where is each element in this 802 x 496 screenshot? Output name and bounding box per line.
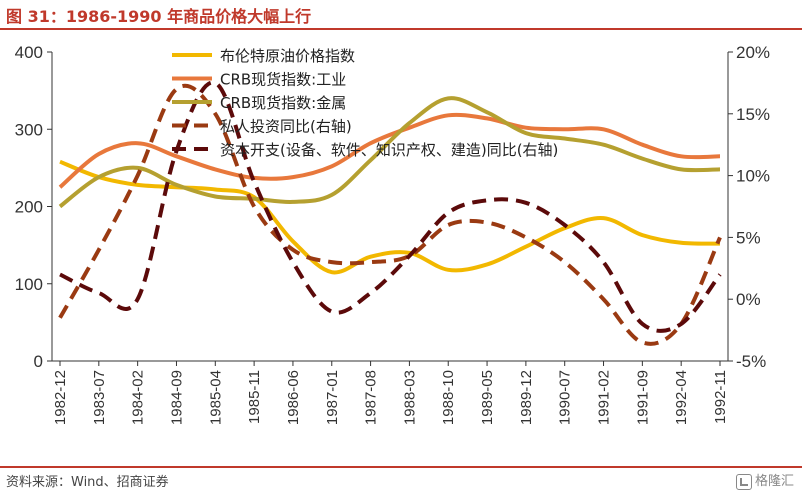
x-tick-label: 1985-11 [246,370,263,424]
legend-label: 私人投资同比(右轴) [220,118,352,136]
chart-series [58,80,722,346]
source-note: 资料来源：Wind、招商证券 [6,475,169,490]
figure-title: 图 31：1986-1990 年商品价格大幅上行 [6,7,312,26]
legend-label: 资本开支(设备、软件、知识产权、建造)同比(右轴) [220,141,558,159]
x-tick-label: 1986-06 [285,370,302,425]
left-tick-label: 300 [15,120,43,139]
crb-industrial-line [58,112,721,189]
watermark-text: 格隆汇 [754,474,794,489]
right-tick-label: -5% [736,352,766,371]
x-tick-label: 1987-01 [324,370,341,425]
right-tick-label: 15% [736,105,770,124]
legend-label: CRB现货指数:金属 [220,94,346,112]
watermark: 格隆汇 [735,470,794,490]
x-tick-label: 1984-09 [168,370,185,425]
right-tick-label: 10% [736,167,770,186]
watermark-logo-icon [735,473,752,490]
top-rule [0,28,802,30]
chart-axes: 0 100 200 300 400 -5% 0% 5% 10% 15% 20% 1982-12 1983… [15,43,770,425]
left-tick-label: 100 [15,275,43,294]
x-tick-label: 1992-04 [673,370,690,425]
x-tick-label: 1989-12 [518,370,535,425]
x-tick-label: 1984-02 [130,370,147,425]
private-invest-yoy-line [58,83,722,346]
x-tick-label: 1990-07 [557,370,574,425]
legend-label: 布伦特原油价格指数 [220,47,355,65]
figure-header: 图 31：1986-1990 年商品价格大幅上行 [0,0,802,28]
crb-metal-line [58,96,721,209]
bottom-rule [0,466,802,468]
x-tick-label: 1989-05 [479,370,496,425]
legend-label: CRB现货指数:工业 [220,71,346,89]
left-tick-label: 200 [15,198,43,217]
x-tick-label: 1988-03 [401,370,418,425]
right-tick-label: 0% [736,290,761,309]
x-tick-label: 1991-09 [634,370,651,425]
x-tick-label: 1988-10 [440,370,457,425]
x-tick-label: 1982-12 [52,370,69,425]
x-tick-label: 1991-02 [596,370,613,425]
x-tick-label: 1992-11 [712,370,729,424]
x-tick-label: 1985-04 [207,370,224,425]
left-tick-label: 400 [15,43,43,62]
right-tick-label: 20% [736,43,770,62]
x-tick-label: 1983-07 [91,370,108,425]
x-tick-label: 1987-08 [363,370,380,425]
left-tick-label: 0 [34,352,43,371]
right-tick-label: 5% [736,228,761,247]
brent-oil-line [59,159,721,275]
